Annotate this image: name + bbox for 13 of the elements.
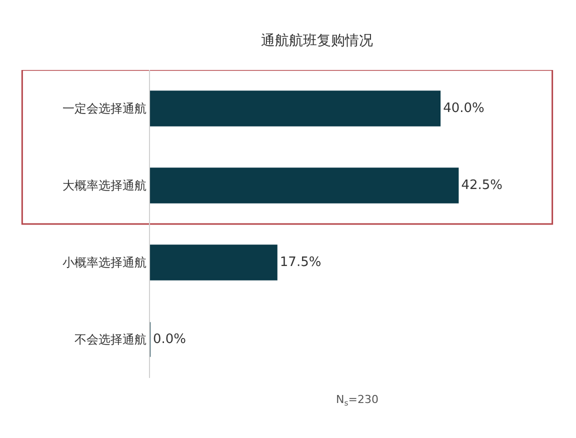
y-tick-label: 一定会选择通航 [62, 102, 147, 116]
data-label: 0.0% [153, 332, 186, 348]
data-label: 40.0% [443, 101, 484, 116]
chart-title: 通航航班复购情况 [260, 32, 373, 49]
bar [150, 90, 441, 126]
bar [150, 244, 278, 280]
y-tick-label: 不会选择通航 [74, 332, 147, 347]
text: N$_{s}$=230 [336, 393, 378, 408]
data-label: 42.5% [461, 178, 503, 193]
data-label: 17.5% [280, 255, 322, 270]
y-tick-label: 小概率选择通航 [62, 256, 147, 270]
y-tick-label: 大概率选择通航 [62, 178, 147, 193]
bar [150, 168, 459, 204]
